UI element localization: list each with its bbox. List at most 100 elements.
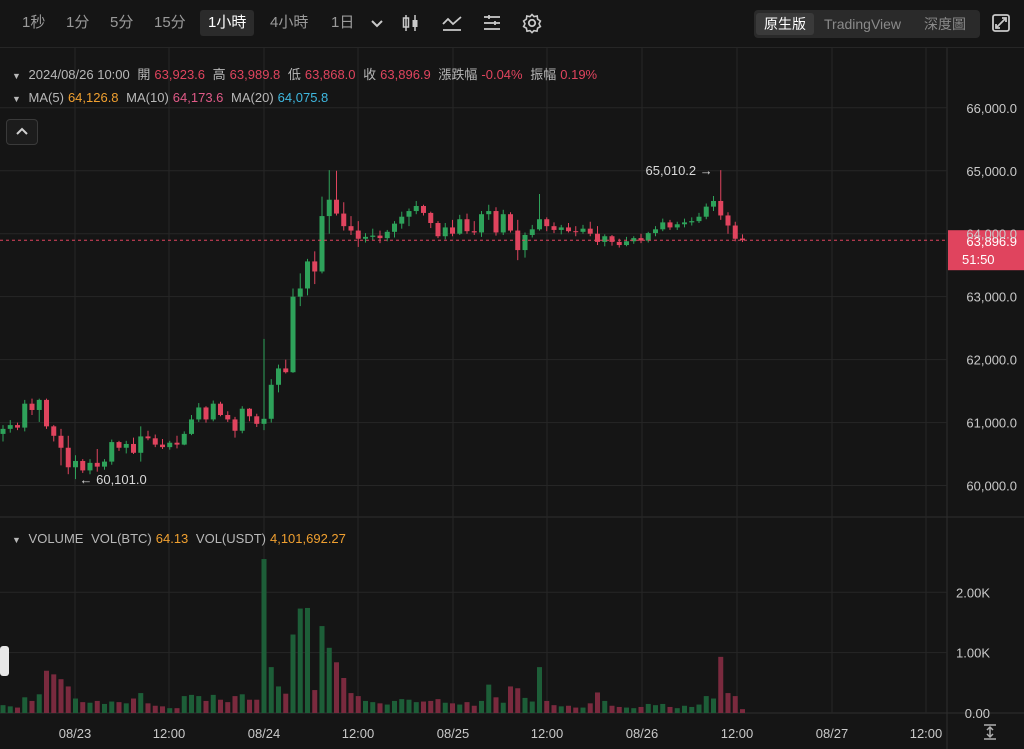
ma10-value: 64,173.6 <box>172 90 224 105</box>
volume-bar <box>305 607 310 713</box>
volume-bar <box>58 679 64 713</box>
volume-bar <box>718 656 724 713</box>
volume-bar <box>421 701 426 713</box>
volume-bar <box>580 707 586 713</box>
volume-bar <box>740 709 745 713</box>
volume-bar <box>645 703 651 713</box>
side-panel-handle[interactable] <box>0 646 9 676</box>
candle-body <box>631 238 637 242</box>
candle-body <box>174 442 180 445</box>
legend-amplitude-value: 0.19% <box>560 67 598 82</box>
candle-body <box>522 234 528 251</box>
candle-body <box>638 238 644 241</box>
high-annotation: 65,010.2 → <box>646 163 713 178</box>
timeframe-1s[interactable]: 1秒 <box>22 14 46 31</box>
last-price-tag <box>948 230 1024 271</box>
view-native[interactable]: 原生版 <box>756 13 814 35</box>
volume-bar <box>297 608 303 713</box>
view-tradingview[interactable]: TradingView <box>824 16 902 32</box>
volume-bar <box>660 703 666 713</box>
volume-bar <box>283 693 289 713</box>
view-depth[interactable]: 深度圖 <box>924 16 966 32</box>
collapse-volume-icon[interactable]: ▼ <box>12 535 21 545</box>
candle-body <box>254 416 260 424</box>
timeframe-4h[interactable]: 4小時 <box>270 14 309 31</box>
indicator-icon[interactable] <box>441 12 463 34</box>
legend-change-value: -0.04% <box>481 67 523 82</box>
volume-bar <box>123 703 129 713</box>
ma-legend: ▼ MA(5) 64,126.8 MA(10) 64,173.6 MA(20) 64,… <box>12 90 332 105</box>
volume-bar <box>348 693 354 713</box>
volume-bar <box>73 698 78 713</box>
settings-list-icon[interactable] <box>481 12 503 34</box>
volume-bar <box>102 703 107 713</box>
volume-bar <box>370 702 376 713</box>
fullscreen-icon[interactable] <box>990 12 1012 34</box>
candle-body <box>334 199 339 214</box>
timeframe-15m[interactable]: 15分 <box>154 14 186 31</box>
volume-bar <box>587 703 593 713</box>
volume-bar <box>355 696 361 713</box>
timeframe-5m[interactable]: 5分 <box>110 14 134 31</box>
candle-body <box>609 236 615 242</box>
toolbar-divider <box>0 47 1024 48</box>
collapse-indicators-button[interactable] <box>6 119 38 145</box>
legend-close-value: 63,896.9 <box>380 67 431 82</box>
volume-bar <box>464 702 470 713</box>
volume-bar <box>210 694 216 713</box>
candle-body <box>102 461 107 467</box>
volume-bar <box>457 704 463 713</box>
candle-body <box>109 442 115 462</box>
volume-bar <box>638 706 644 713</box>
candlestick-icon[interactable] <box>400 12 422 34</box>
candle-body <box>660 222 666 230</box>
volume-bar <box>181 696 187 713</box>
volume-bar <box>290 634 296 713</box>
volume-bar <box>624 707 629 713</box>
volume-bar <box>725 693 731 713</box>
volume-bar <box>7 706 13 713</box>
candle-body <box>297 288 303 297</box>
volume-bar <box>486 684 492 713</box>
volume-bar <box>616 706 622 713</box>
volume-bar <box>145 703 151 713</box>
legend-open-label: 開 <box>137 67 151 82</box>
volume-bar <box>232 696 238 713</box>
candle-body <box>703 206 709 217</box>
candle-body <box>348 226 354 231</box>
candle-body <box>616 241 622 246</box>
candle-body <box>145 436 151 439</box>
candle-body <box>428 212 434 224</box>
view-switch: 原生版 TradingView 深度圖 <box>754 10 980 38</box>
volume-bar <box>138 693 144 713</box>
axis-reset-icon[interactable] <box>980 722 1000 742</box>
timeframe-1d[interactable]: 1日 <box>331 14 355 31</box>
ma5-label: MA(5) <box>28 90 64 105</box>
candle-body <box>283 368 289 373</box>
collapse-small-icon[interactable]: ▼ <box>12 71 21 81</box>
candle-body <box>682 222 687 225</box>
candle-body <box>573 231 579 233</box>
candle-body <box>384 231 390 239</box>
legend-datetime: 2024/08/26 10:00 <box>28 67 130 82</box>
collapse-ma-icon[interactable]: ▼ <box>12 94 21 104</box>
candle-body <box>377 235 383 239</box>
candle-body <box>196 407 202 420</box>
timeframe-1h[interactable]: 1小時 <box>200 10 255 36</box>
vol-usdt-label: VOL(USDT) <box>195 531 266 546</box>
time-tick-label: 08/27 <box>816 726 849 741</box>
candle-body <box>51 426 57 436</box>
gear-icon[interactable] <box>521 12 543 34</box>
chevron-down-icon[interactable] <box>366 12 388 34</box>
volume-bar <box>573 707 579 713</box>
volume-bar <box>377 703 383 713</box>
volume-bar <box>196 696 202 713</box>
legend-low-label: 低 <box>287 67 301 82</box>
candle-body <box>558 227 564 230</box>
timeframe-1m[interactable]: 1分 <box>66 14 90 31</box>
volume-bar <box>225 702 231 713</box>
price-tick-label: 61,000.0 <box>966 416 1017 431</box>
price-tick-label: 60,000.0 <box>966 479 1017 494</box>
candle-body <box>464 219 470 232</box>
